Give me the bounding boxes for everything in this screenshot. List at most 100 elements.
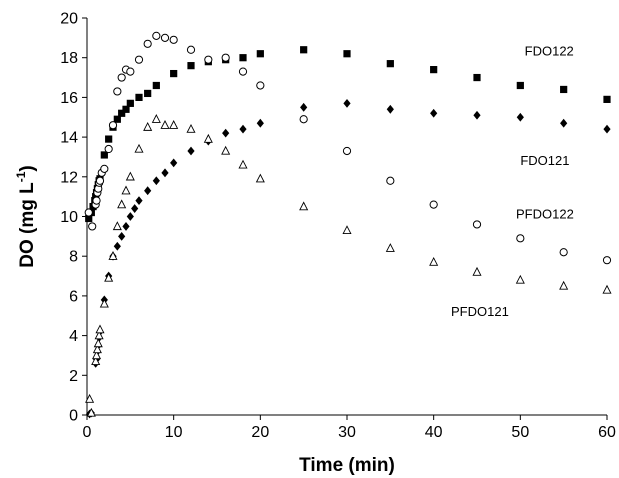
series-fdo121 (86, 98, 611, 419)
data-point (170, 158, 178, 168)
data-point (221, 53, 230, 62)
data-point (603, 124, 611, 134)
data-point (559, 280, 569, 290)
data-point (222, 128, 230, 138)
data-point (134, 143, 144, 153)
series-fdo122 (85, 46, 611, 223)
y-axis-ticks: 0 2 4 6 8 10 12 14 16 18 20 (60, 11, 87, 425)
data-point (221, 145, 231, 155)
y-axis-title-main: DO (mg L (17, 182, 38, 268)
y-axis-title-close: ) (17, 165, 38, 171)
data-point (238, 67, 248, 76)
series-label-pfdo122: PFDO122 (516, 206, 574, 221)
data-point (88, 222, 97, 231)
data-point (169, 35, 178, 44)
y-tick-label: 10 (60, 209, 78, 226)
data-point (152, 31, 161, 40)
x-tick-label: 40 (425, 424, 443, 441)
data-point (84, 208, 93, 217)
y-tick-label: 16 (60, 90, 78, 107)
data-point (144, 186, 152, 196)
y-tick-label: 14 (60, 130, 78, 147)
data-point (118, 231, 126, 241)
y-tick-label: 18 (60, 50, 78, 67)
data-point (95, 176, 105, 185)
data-point (386, 176, 395, 185)
data-point (256, 50, 264, 58)
data-point (117, 73, 126, 82)
data-point (91, 356, 101, 366)
x-axis-title: Time (min) (299, 455, 395, 476)
data-point (160, 120, 170, 129)
data-point (113, 241, 121, 251)
data-point (170, 69, 178, 78)
data-point (95, 324, 105, 334)
data-point (256, 81, 265, 90)
data-point (516, 234, 525, 243)
data-point (105, 135, 113, 143)
x-tick-label: 10 (165, 424, 183, 441)
data-point (256, 118, 264, 128)
data-point (239, 54, 247, 62)
data-point (186, 45, 196, 54)
data-point (255, 173, 265, 183)
data-point (134, 55, 144, 64)
data-point (516, 112, 524, 122)
data-point (122, 105, 130, 113)
data-point (92, 344, 102, 354)
data-point (85, 214, 93, 223)
series-labels: FDO122 FDO121 PFDO122 PFDO121 (451, 44, 574, 319)
data-point (126, 67, 135, 76)
data-point (343, 98, 351, 108)
data-point (151, 114, 161, 123)
data-point (104, 144, 113, 154)
data-point (473, 73, 481, 82)
data-point (429, 256, 439, 266)
data-point (204, 55, 213, 64)
data-point (187, 62, 195, 70)
data-point (108, 121, 118, 130)
data-point (203, 133, 213, 143)
data-point (602, 256, 612, 265)
data-point (144, 89, 152, 98)
x-tick-label: 50 (511, 424, 529, 441)
data-point (118, 109, 126, 117)
data-point (343, 50, 351, 58)
data-point (429, 200, 438, 209)
series-pfdo121 (85, 114, 612, 417)
data-point (126, 212, 134, 221)
y-axis-title-superscript: -1 (14, 171, 28, 182)
data-point (99, 298, 109, 308)
data-point (113, 87, 122, 96)
data-point (152, 176, 160, 186)
data-point (473, 110, 481, 120)
y-tick-label: 6 (69, 288, 78, 305)
data-point (300, 46, 308, 54)
data-point (342, 225, 352, 235)
data-point (560, 85, 568, 94)
y-tick-label: 8 (69, 249, 78, 266)
data-point (126, 99, 134, 107)
x-axis-ticks: 0 10 20 30 40 50 60 (83, 415, 616, 441)
data-series (84, 31, 612, 419)
data-point (342, 146, 352, 156)
data-point (135, 196, 143, 206)
data-point (104, 272, 114, 282)
data-point (516, 81, 524, 90)
data-point (86, 407, 96, 417)
data-point (92, 196, 101, 205)
data-point (472, 220, 482, 229)
data-point (85, 393, 95, 403)
data-point (94, 330, 104, 340)
data-point (169, 120, 179, 129)
data-point (108, 251, 118, 260)
y-axis-title: DO (mg L-1) (14, 165, 38, 268)
data-point (239, 124, 247, 134)
data-point (386, 104, 394, 114)
data-point (93, 338, 103, 348)
data-point (186, 123, 196, 133)
series-label-fdo122: FDO122 (525, 44, 574, 59)
data-point (300, 102, 308, 112)
data-point (143, 39, 152, 48)
